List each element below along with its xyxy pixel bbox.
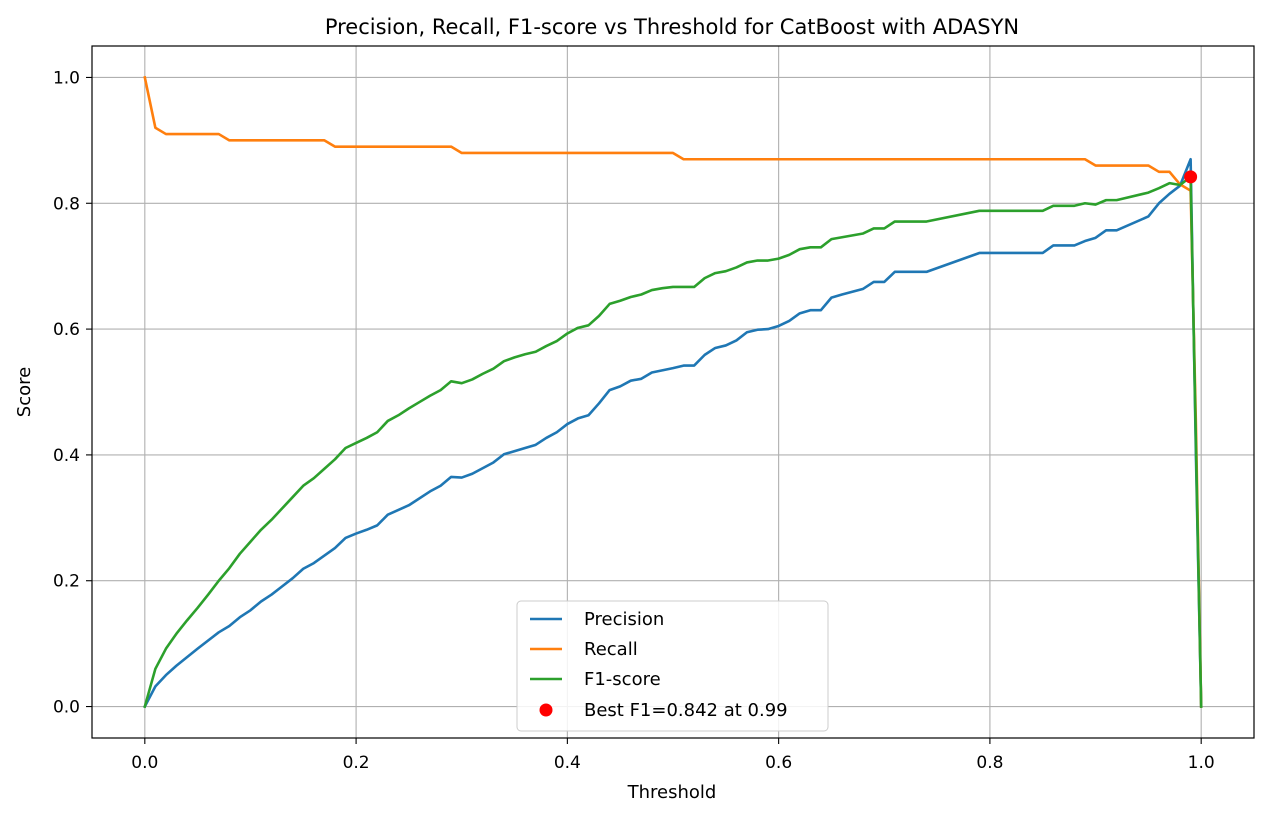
y-tick-label: 0.6 <box>53 320 80 340</box>
chart-title: Precision, Recall, F1-score vs Threshold… <box>325 15 1019 39</box>
legend-label-precision: Precision <box>584 609 664 630</box>
x-tick-label: 0.6 <box>765 753 792 773</box>
y-tick-label: 0.2 <box>53 572 80 592</box>
series-line-precision <box>143 157 1203 709</box>
y-tick-label: 1.0 <box>53 68 80 88</box>
x-tick-label: 1.0 <box>1188 753 1215 773</box>
legend-label-f1-score: F1-score <box>584 669 661 690</box>
legend: Precision Recall F1-score Best F1=0.842 at … <box>516 600 829 732</box>
grid-lines <box>92 46 1254 738</box>
series-line-f1-score <box>143 175 1203 709</box>
best-f1-marker <box>1184 170 1198 184</box>
legend-label-best-f1: Best F1=0.842 at 0.99 <box>584 700 788 721</box>
legend-swatch-best-f1 <box>539 703 553 717</box>
plot-area-frame <box>91 45 1255 739</box>
best-f1-marker-layer <box>1184 170 1198 184</box>
series-lines <box>143 75 1203 709</box>
axis-ticks: 0.0 0.2 0.4 0.6 0.8 1.0 0.0 0.2 0.4 0.6 0.8 1.0 <box>53 68 1215 773</box>
x-tick-label: 0.4 <box>554 753 581 773</box>
y-axis-label: Score <box>14 367 35 417</box>
y-tick-label: 0.4 <box>53 446 80 466</box>
series-line-recall <box>143 75 1203 708</box>
y-tick-label: 0.8 <box>53 194 80 214</box>
x-axis-label: Threshold <box>627 782 717 803</box>
x-tick-label: 0.2 <box>343 753 370 773</box>
legend-box <box>516 600 829 732</box>
legend-label-recall: Recall <box>584 639 638 660</box>
x-tick-label: 0.0 <box>131 753 158 773</box>
y-tick-label: 0.0 <box>53 698 80 718</box>
x-tick-label: 0.8 <box>976 753 1003 773</box>
